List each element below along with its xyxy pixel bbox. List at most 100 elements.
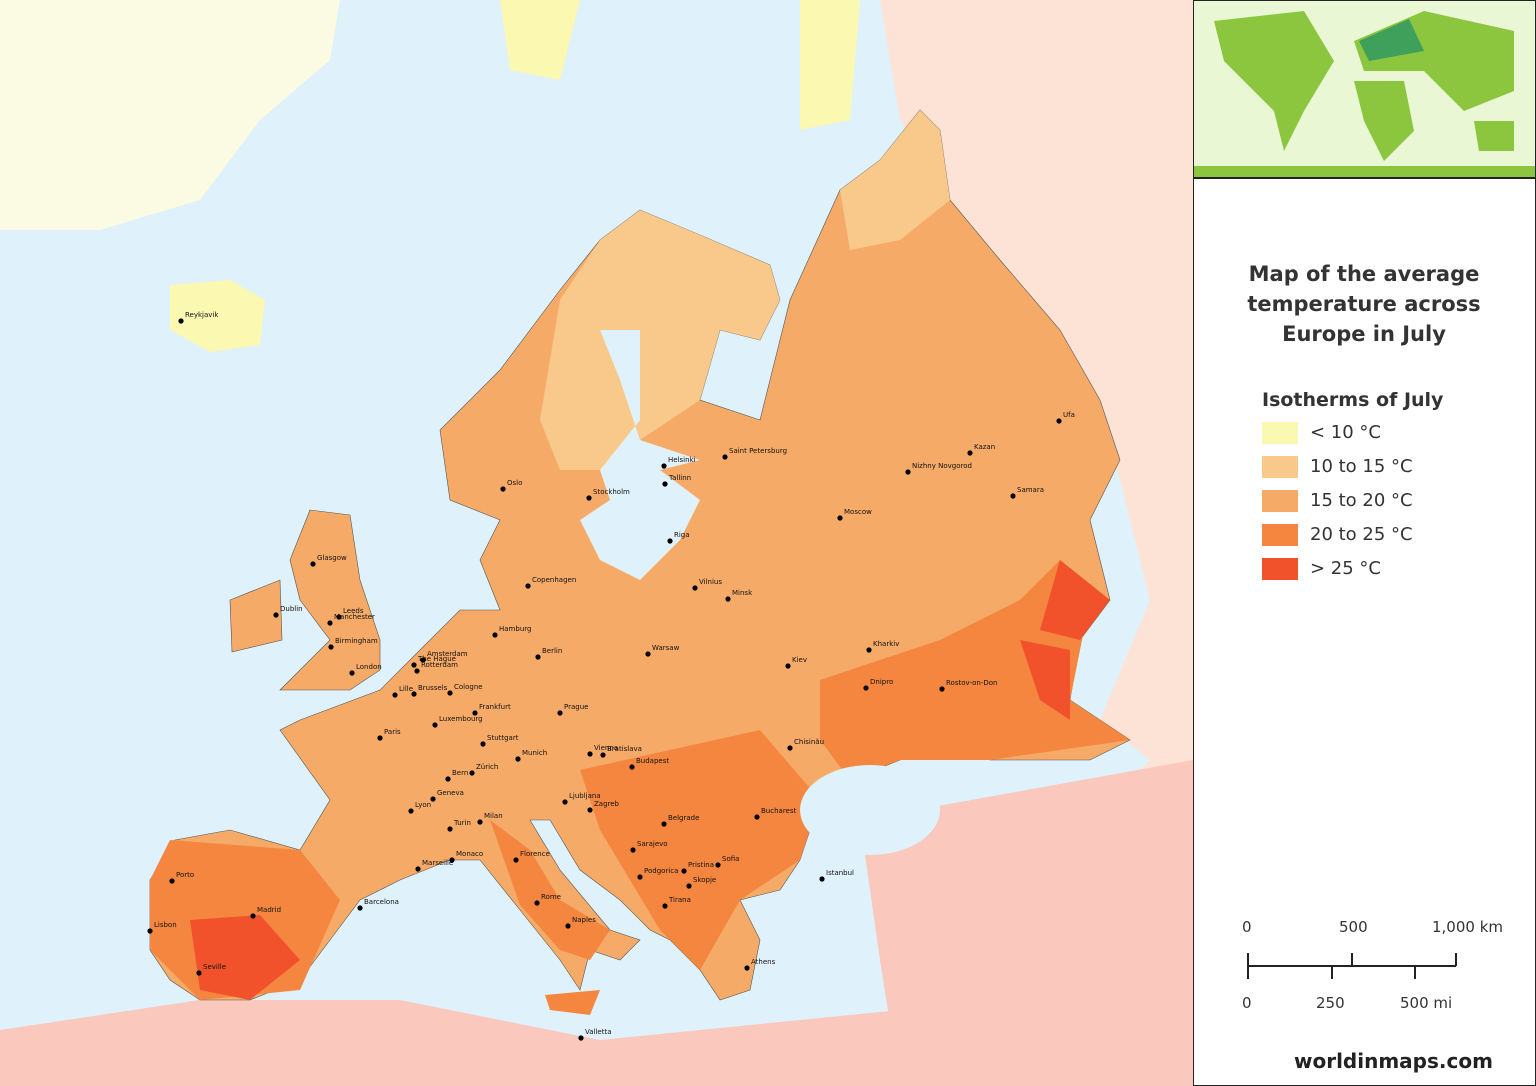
city-label: Rome (541, 893, 561, 901)
city-dot (645, 651, 651, 657)
city-label: Brussels (418, 684, 448, 692)
city-dot (637, 874, 643, 880)
city-dot (629, 764, 635, 770)
city-label: Tirana (668, 896, 691, 904)
city-label: Seville (203, 963, 226, 971)
city-label: Reykjavik (185, 311, 219, 319)
city-dot (477, 819, 483, 825)
city-label: Lisbon (154, 921, 177, 929)
city-dot (513, 857, 519, 863)
city-dot (500, 486, 506, 492)
city-dot (565, 923, 571, 929)
city-dot (515, 756, 521, 762)
city-label: Tallinn (668, 474, 691, 482)
city-dot (587, 751, 593, 757)
legend-swatch (1262, 524, 1298, 546)
city-label: Saint Petersburg (729, 447, 787, 455)
city-dot (447, 690, 453, 696)
city-dot (866, 647, 872, 653)
city-dot (587, 807, 593, 813)
city-dot (939, 686, 945, 692)
city-label: Berlin (542, 647, 562, 655)
city-label: Riga (674, 531, 690, 539)
legend-item: 15 to 20 °C (1262, 490, 1413, 512)
city-label: Athens (751, 958, 776, 966)
city-dot (392, 692, 398, 698)
city-dot (630, 847, 636, 853)
city-label: Dublin (280, 605, 303, 613)
city-label: Minsk (732, 589, 753, 597)
city-dot (250, 913, 256, 919)
city-label: Monaco (456, 850, 483, 858)
city-dot (414, 668, 420, 674)
city-dot (430, 796, 436, 802)
city-label: Samara (1017, 486, 1044, 494)
city-dot (432, 722, 438, 728)
city-label: Zürich (476, 763, 498, 771)
city-label: Skopje (693, 876, 716, 884)
legend-title: Isotherms of July (1262, 389, 1444, 411)
legend-label: > 25 °C (1310, 558, 1381, 579)
city-label: Turin (453, 819, 471, 827)
city-dot (722, 454, 728, 460)
city-dot (328, 644, 334, 650)
city-label: Glasgow (317, 554, 347, 562)
city-dot (535, 654, 541, 660)
city-label: Copenhagen (532, 576, 576, 584)
legend-swatch (1262, 456, 1298, 478)
city-dot (662, 481, 668, 487)
city-label: Hamburg (499, 625, 531, 633)
city-label: Birmingham (335, 637, 378, 645)
city-label: Porto (176, 871, 194, 879)
legend-label: 10 to 15 °C (1310, 456, 1413, 477)
city-label: Vienna (594, 744, 618, 752)
city-dot (1056, 418, 1062, 424)
city-dot (377, 735, 383, 741)
city-dot (662, 903, 668, 909)
city-dot (600, 752, 606, 758)
city-dot (715, 862, 721, 868)
city-dot (681, 868, 687, 874)
city-label: Oslo (507, 479, 522, 487)
city-label: The Hague (417, 655, 456, 663)
city-dot (469, 770, 475, 776)
city-dot (967, 450, 973, 456)
city-dot (492, 632, 498, 638)
city-dot (449, 857, 455, 863)
city-label: Bucharest (761, 807, 796, 815)
city-label: Lyon (415, 801, 431, 809)
city-label: Marseille (422, 859, 453, 867)
legend-label: 15 to 20 °C (1310, 490, 1413, 511)
city-dot (661, 821, 667, 827)
city-dot (725, 596, 731, 602)
city-label: Warsaw (652, 644, 680, 652)
city-label: Bern (452, 769, 468, 777)
city-label: Luxembourg (439, 715, 483, 723)
city-label: Kazan (974, 443, 995, 451)
city-label: Paris (384, 728, 401, 736)
legend-item: 10 to 15 °C (1262, 456, 1413, 478)
city-label: Valletta (585, 1028, 612, 1036)
legend-item: < 10 °C (1262, 422, 1381, 444)
city-dot (534, 900, 540, 906)
city-label: Kharkiv (873, 640, 899, 648)
city-dot (837, 515, 843, 521)
city-label: Amsterdam (427, 650, 468, 658)
legend-panel: Map of the average temperature across Eu… (1193, 0, 1536, 1086)
city-label: Florence (520, 850, 550, 858)
legend-swatch (1262, 490, 1298, 512)
city-label: Prague (564, 703, 588, 711)
city-dot (408, 808, 414, 814)
city-label: Stuttgart (487, 734, 519, 742)
city-dot (661, 463, 667, 469)
city-dot (411, 662, 417, 668)
city-dot (1010, 493, 1016, 499)
city-label: Naples (572, 916, 596, 924)
city-label: Cologne (454, 683, 483, 691)
map-title: Map of the average temperature across Eu… (1247, 262, 1481, 346)
city-dot (480, 741, 486, 747)
city-dot (178, 318, 184, 324)
city-label: Istanbul (826, 869, 854, 877)
city-dot (327, 620, 333, 626)
city-label: Ufa (1063, 411, 1075, 419)
